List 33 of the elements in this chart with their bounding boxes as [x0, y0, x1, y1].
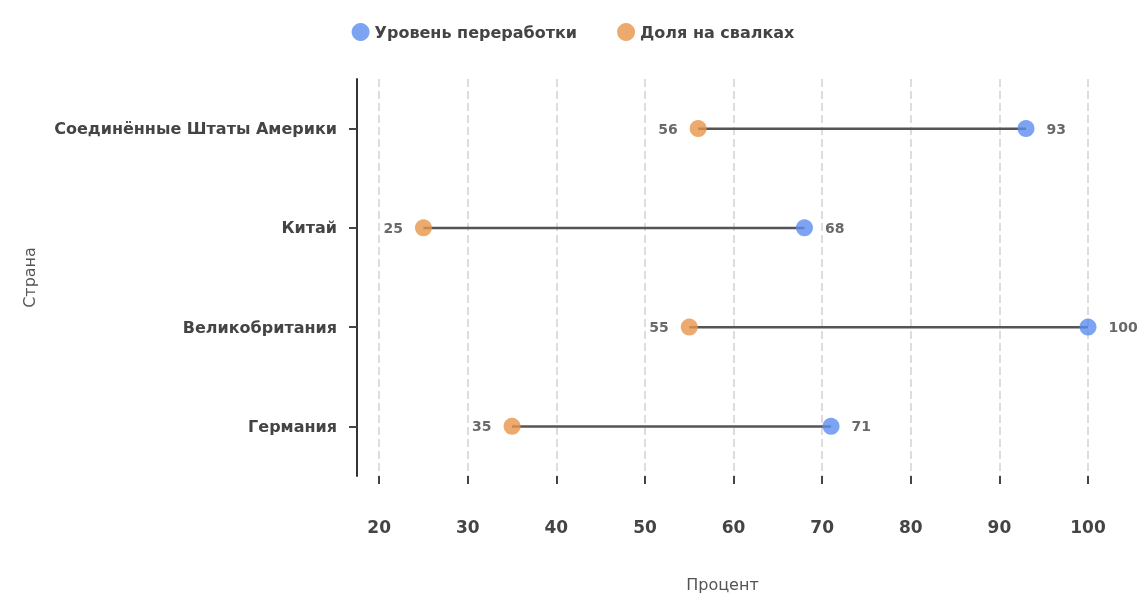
point	[1017, 120, 1035, 138]
x-tick-label: 70	[810, 516, 835, 537]
point	[795, 219, 813, 237]
y-tick-label: Германия	[248, 416, 337, 436]
point	[1079, 318, 1097, 336]
y-tick-label: Китай	[281, 218, 337, 238]
y-tick-label: Великобритания	[182, 317, 337, 337]
x-tick-label: 60	[721, 516, 746, 537]
data-label: 68	[824, 219, 845, 236]
x-axis-title: Процент	[686, 574, 759, 594]
point	[503, 417, 521, 435]
x-tick-label: 50	[633, 516, 657, 537]
point	[680, 318, 698, 336]
data-label: 93	[1046, 120, 1066, 137]
x-tick-label: 100	[1070, 516, 1106, 537]
point	[822, 417, 840, 435]
data-label: 56	[658, 120, 678, 137]
data-label: 35	[472, 418, 492, 435]
legend-label: Уровень переработки	[374, 22, 578, 42]
data-label: 100	[1108, 319, 1138, 336]
x-tick-label: 40	[544, 516, 569, 537]
y-axis-title: Страна	[19, 247, 39, 308]
y-tick-label: Соединённые Штаты Америки	[54, 119, 337, 139]
x-tick-label: 30	[455, 516, 480, 537]
point	[414, 219, 432, 237]
x-tick-label: 80	[898, 516, 923, 537]
point	[689, 120, 707, 138]
x-tick-label: 90	[987, 516, 1012, 537]
legend-label: Доля на свалках	[640, 22, 796, 42]
data-label: 25	[383, 219, 403, 236]
x-tick-label: 20	[367, 516, 392, 537]
data-label: 71	[851, 418, 872, 435]
data-label: 55	[649, 319, 669, 336]
